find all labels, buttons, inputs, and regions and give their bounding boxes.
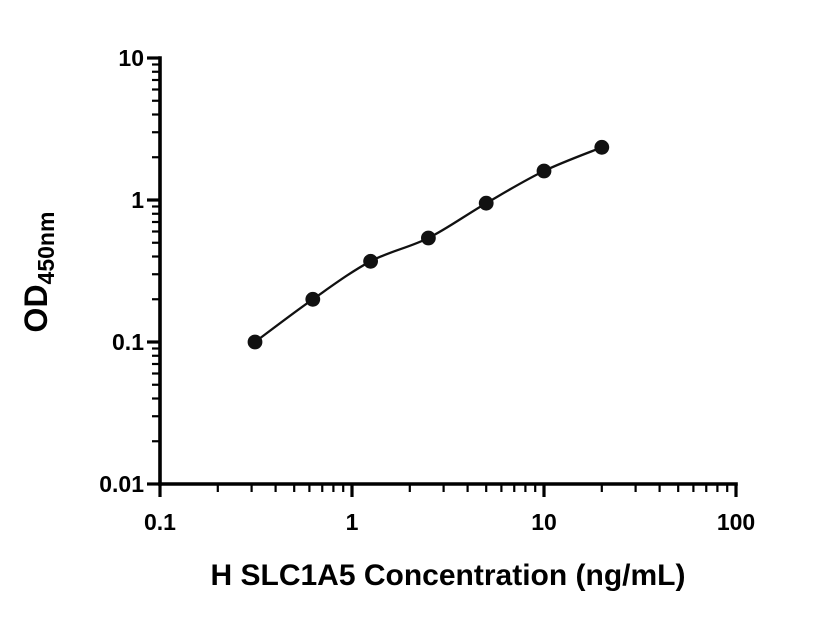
- ticks: [147, 56, 738, 497]
- x-tick-label: 100: [717, 509, 755, 535]
- y-tick-label: 10: [118, 45, 144, 71]
- y-tick-label: 0.01: [99, 471, 144, 497]
- y-axis-title: OD450nm: [18, 212, 59, 333]
- x-axis-title: H SLC1A5 Concentration (ng/mL): [210, 559, 685, 592]
- data-point: [363, 253, 378, 269]
- y-tick-label: 1: [131, 187, 144, 213]
- data-point: [536, 163, 552, 179]
- y-axis-title-subscript: 450nm: [33, 212, 59, 285]
- x-tick-label: 0.1: [144, 509, 176, 535]
- x-tick-label: 10: [531, 509, 557, 535]
- y-axis-title-main: OD: [18, 284, 54, 332]
- data-point: [421, 230, 436, 246]
- axes: [158, 56, 738, 486]
- data-point: [478, 195, 494, 211]
- data-point: [594, 139, 610, 155]
- data-points-group: [247, 139, 610, 350]
- y-tick-label: 0.1: [112, 329, 144, 355]
- x-tick-label: 1: [346, 509, 359, 535]
- data-point: [247, 334, 263, 350]
- data-point: [305, 291, 321, 307]
